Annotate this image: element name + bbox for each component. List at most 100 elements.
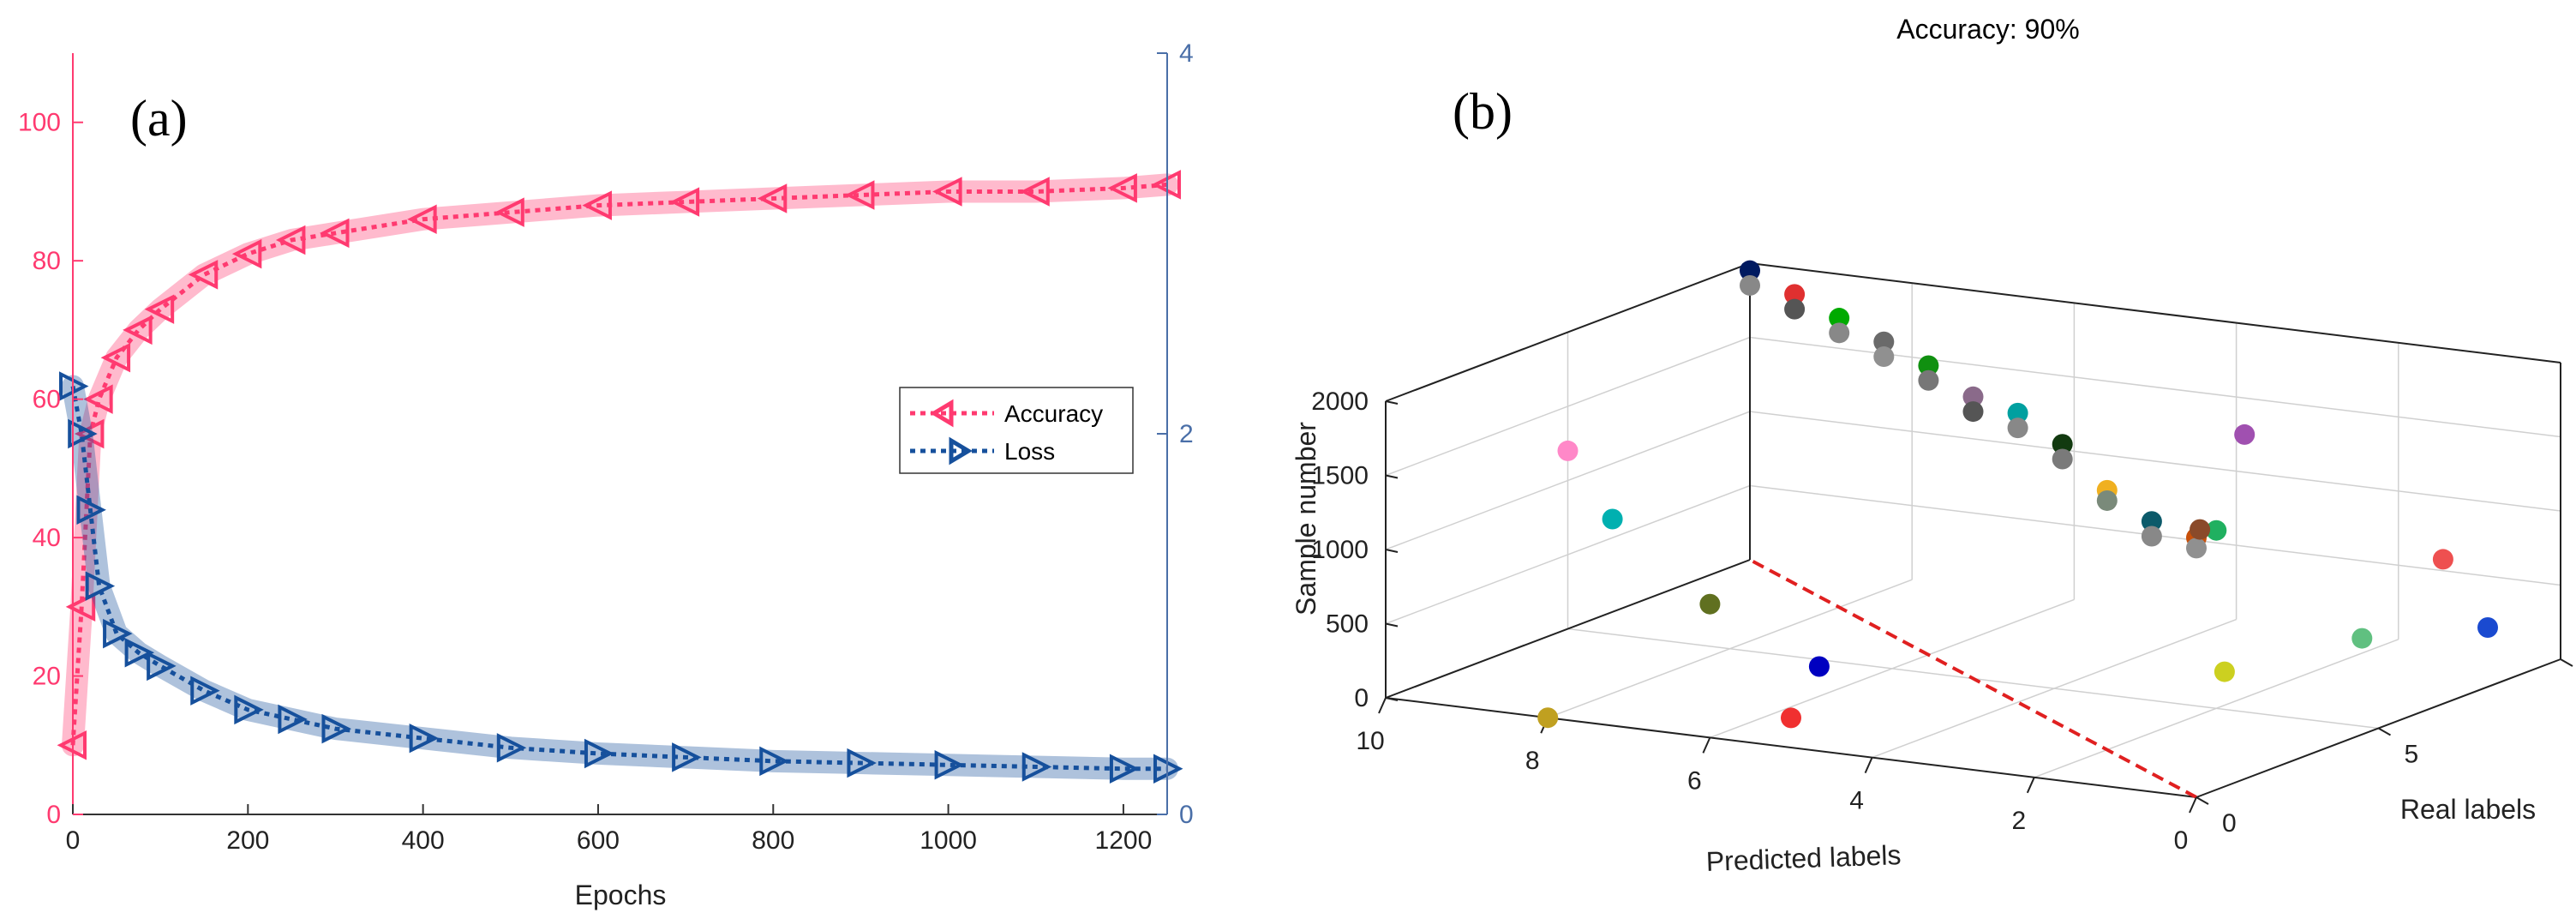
legend-accuracy-marker [930, 399, 954, 428]
y-tick-mark [2378, 727, 2391, 736]
series-line-loss [70, 386, 1167, 772]
x-axis-title: Epochs [575, 880, 667, 910]
data-point [2007, 417, 2028, 439]
data-point-loss [103, 618, 133, 649]
y-tick-label: 100 [18, 109, 61, 137]
data-point-loss [76, 495, 106, 526]
data-point [2141, 511, 2162, 532]
y-tick-mark [2560, 658, 2573, 667]
x-tick-label: 8 [1525, 747, 1540, 775]
data-point [2186, 538, 2207, 559]
data-point [2096, 490, 2118, 511]
z-tick-label: 1500 [1311, 462, 1369, 490]
data-point [1537, 707, 1559, 729]
training-curves-chart: Accuracy Loss (a) Epochs 0 200 400 600 800 10… [18, 39, 1194, 910]
data-point [1829, 308, 1850, 329]
y-tick-label: 60 [33, 386, 61, 414]
y-tick-label: 20 [33, 663, 61, 691]
data-point [1557, 440, 1579, 461]
side-wall-grid-z [1385, 484, 1751, 625]
data-point [2206, 520, 2227, 541]
legend-accuracy-label: Accuracy [1004, 400, 1103, 427]
legend: Accuracy Loss [899, 387, 1134, 474]
x-tick-mark [2189, 796, 2197, 814]
data-point [2477, 617, 2498, 638]
box-edge [1385, 559, 1751, 699]
data-point [1781, 707, 1801, 729]
data-point [1602, 508, 1623, 530]
data-point-loss [85, 571, 116, 601]
x-tick-label: 10 [1356, 727, 1384, 755]
x-tick-mark [2026, 777, 2035, 794]
legend-loss-marker [949, 436, 973, 466]
data-point-loss [321, 713, 351, 744]
data-point-loss [409, 723, 440, 754]
data-point [1918, 355, 1939, 376]
x-tick-label: 6 [1687, 766, 1702, 795]
y-tick-label: 5 [2405, 741, 2419, 769]
data-point [1784, 284, 1806, 305]
z-tick-mark [1385, 622, 1399, 628]
data-point-accuracy [669, 187, 700, 217]
y-tick-mark [2196, 796, 2209, 805]
x-tick-mark [1864, 757, 1873, 774]
data-point [2432, 549, 2453, 570]
data-point [1962, 401, 1984, 423]
data-point-accuracy [231, 238, 262, 269]
x-tick-label: 600 [577, 826, 620, 855]
data-point [2351, 628, 2373, 649]
data-point-loss [68, 418, 98, 449]
data-point [1962, 386, 1984, 407]
data-point-loss [190, 676, 220, 706]
y-tick-label: 0 [46, 801, 61, 829]
x-tick-label: 200 [226, 826, 269, 855]
x-tick-label: 0 [2174, 826, 2189, 855]
data-point [1699, 593, 1721, 615]
x-tick-label: 0 [66, 826, 81, 855]
x-tick-mark [1702, 736, 1711, 754]
data-point [1918, 369, 1939, 391]
data-point [1740, 274, 1760, 296]
data-point-accuracy [1107, 173, 1137, 203]
data-point-loss [672, 742, 702, 772]
data-point-loss [934, 750, 965, 780]
data-point [1873, 331, 1895, 352]
data-point-accuracy [320, 218, 350, 249]
data-point-accuracy [275, 225, 306, 255]
data-point-accuracy [582, 190, 612, 220]
data-point-accuracy [188, 260, 219, 290]
legend-loss-label: Loss [1004, 438, 1055, 465]
x-tick-label: 1000 [920, 826, 977, 855]
panel-label-a: (a) [130, 90, 188, 147]
data-point-loss [1109, 754, 1140, 784]
box-edge [1749, 262, 2561, 363]
series-line-accuracy [70, 182, 1168, 746]
data-point-accuracy [123, 315, 153, 345]
data-point-loss [847, 748, 877, 778]
diagonal-line [1749, 558, 2197, 799]
x-tick-label: 2 [2011, 807, 2026, 835]
z-axis-title: Sample number [1291, 422, 1321, 616]
side-wall-grid-z [1385, 336, 1751, 477]
x-tick-label: 400 [402, 826, 445, 855]
data-point [2214, 661, 2235, 682]
panel-label-b: (b) [1453, 83, 1513, 140]
y2-tick-label: 4 [1179, 39, 1194, 68]
legend-box [899, 387, 1134, 474]
y2-tick-label: 2 [1179, 420, 1194, 448]
data-point [2234, 423, 2255, 445]
data-point-loss [147, 651, 177, 682]
y-tick-label: 80 [33, 247, 61, 275]
y-tick-label: 40 [33, 524, 61, 552]
data-point-accuracy [83, 384, 113, 414]
z-tick-mark [1385, 400, 1399, 405]
data-point-accuracy [100, 342, 131, 373]
x-tick-label: 1200 [1095, 826, 1153, 855]
data-point-accuracy [844, 180, 875, 210]
z-tick-label: 1000 [1311, 536, 1369, 564]
z-tick-label: 500 [1326, 610, 1369, 639]
data-point-loss [124, 638, 155, 668]
data-point-loss [234, 694, 264, 725]
data-point-accuracy [74, 418, 105, 449]
z-tick-mark [1385, 697, 1399, 701]
